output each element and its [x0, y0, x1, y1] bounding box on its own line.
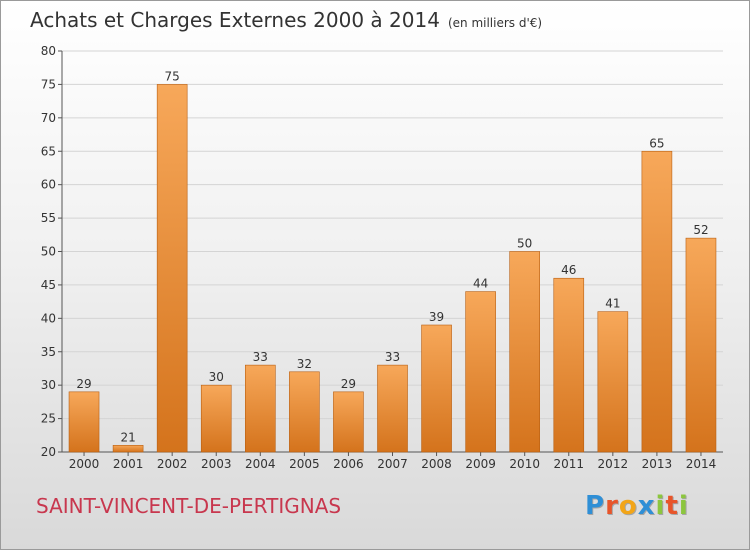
- data-label: 41: [605, 297, 620, 311]
- x-tick-label: 2003: [201, 457, 232, 471]
- y-tick-label: 65: [41, 144, 56, 158]
- x-tick-labels: 2000 2001 2002 2003 2004 2005 2006 2007 2008 2009…: [69, 457, 716, 471]
- proxiti-logo[interactable]: Proxiti: [585, 491, 689, 521]
- logo-letter: r: [605, 491, 619, 521]
- x-tick-label: 2014: [686, 457, 717, 471]
- data-label: 29: [341, 377, 356, 391]
- bar: [112, 445, 144, 453]
- x-tick-label: 2000: [69, 457, 100, 471]
- y-tick-label: 80: [41, 44, 56, 58]
- logo-letter: i: [678, 491, 689, 521]
- chart-title: Achats et Charges Externes 2000 à 2014 (e…: [30, 8, 542, 32]
- subtitle-text: (en milliers d'€): [447, 16, 543, 30]
- logo-letter: i: [655, 491, 666, 521]
- data-label: 75: [165, 69, 180, 83]
- x-tick-label: 2001: [113, 457, 144, 471]
- logo-letter: t: [665, 491, 679, 521]
- x-tick-label: 2008: [421, 457, 452, 471]
- data-label: 44: [473, 277, 488, 291]
- data-label: 33: [253, 350, 268, 364]
- bar: [333, 391, 364, 453]
- logo-letter: P: [585, 491, 606, 521]
- x-tick-label: 2006: [333, 457, 364, 471]
- y-tick-label: 20: [41, 445, 56, 459]
- data-label: 52: [693, 223, 708, 237]
- x-tick-label: 2004: [245, 457, 276, 471]
- x-tick-label: 2010: [509, 457, 540, 471]
- x-tick-label: 2012: [598, 457, 629, 471]
- bar: [68, 391, 100, 453]
- y-tick-label: 60: [41, 178, 56, 192]
- data-label: 32: [297, 357, 312, 371]
- data-label: 33: [385, 350, 400, 364]
- data-label: 21: [120, 430, 135, 444]
- bar: [245, 364, 276, 453]
- y-tick-label: 25: [41, 412, 56, 426]
- data-label: 46: [561, 263, 576, 277]
- bar: [421, 324, 452, 453]
- bar: [641, 150, 673, 453]
- bar: [465, 291, 496, 453]
- bar: [377, 364, 408, 453]
- y-tick-labels: 20 25 30 35 40 45 50 55 60 65 70 75 80: [41, 44, 56, 459]
- y-tick-label: 70: [41, 111, 56, 125]
- bar: [156, 84, 188, 453]
- x-tick-label: 2007: [377, 457, 408, 471]
- data-label: 50: [517, 237, 532, 251]
- data-label: 65: [649, 136, 664, 150]
- data-label: 30: [209, 370, 224, 384]
- data-labels: 29 21 75 30 33 32 29 33 39 44 50 46 41 65 52: [76, 69, 708, 444]
- logo-letter: x: [637, 491, 656, 521]
- bar: [553, 277, 585, 453]
- bar: [289, 371, 320, 453]
- bar: [685, 237, 717, 453]
- bar: [597, 311, 629, 453]
- x-tick-label: 2005: [289, 457, 320, 471]
- y-tick-label: 75: [41, 77, 56, 91]
- x-tick-label: 2002: [157, 457, 188, 471]
- y-tick-label: 55: [41, 211, 56, 225]
- logo-letter: o: [618, 491, 638, 521]
- y-tick-label: 50: [41, 245, 56, 259]
- y-tick-label: 30: [41, 378, 56, 392]
- y-tick-label: 45: [41, 278, 56, 292]
- y-tick-label: 35: [41, 345, 56, 359]
- x-tick-label: 2013: [642, 457, 673, 471]
- x-tick-label: 2011: [553, 457, 584, 471]
- bars: [68, 84, 717, 453]
- data-label: 39: [429, 310, 444, 324]
- title-text: Achats et Charges Externes 2000 à 2014: [30, 8, 440, 32]
- y-tick-label: 40: [41, 311, 56, 325]
- x-tick-label: 2009: [465, 457, 496, 471]
- bar: [509, 251, 541, 453]
- bar: [200, 384, 232, 453]
- data-label: 29: [76, 377, 91, 391]
- town-name: SAINT-VINCENT-DE-PERTIGNAS: [36, 494, 342, 518]
